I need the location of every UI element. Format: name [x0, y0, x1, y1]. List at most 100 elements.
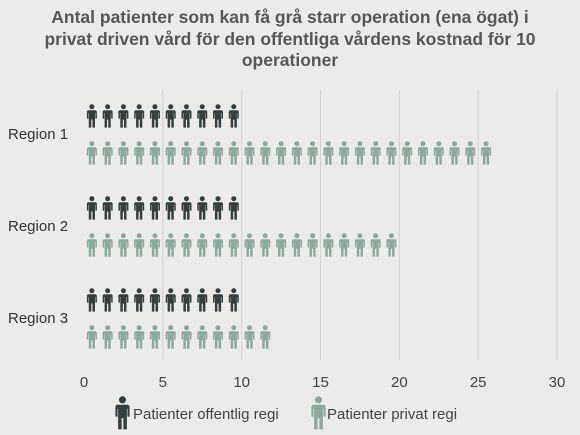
legend-person-icon — [311, 396, 326, 430]
privat-person-icon — [134, 141, 145, 165]
privat-person-icon — [149, 141, 160, 165]
chart-title: Antal patienter som kan få grå starr ope… — [44, 7, 536, 70]
privat-person-icon — [307, 141, 318, 165]
privat-person-icon — [86, 325, 97, 349]
privat-person-icon — [370, 141, 381, 165]
offentlig-person-icon — [102, 288, 113, 312]
privat-person-icon — [386, 233, 397, 257]
privat-person-icon — [197, 141, 208, 165]
privat-person-icon — [102, 141, 113, 165]
privat-person-icon — [291, 233, 302, 257]
legend-label: Patienter privat regi — [327, 406, 457, 423]
offentlig-person-icon — [228, 104, 239, 128]
offentlig-person-icon — [102, 196, 113, 220]
privat-person-icon — [260, 325, 271, 349]
offentlig-person-icon — [197, 288, 208, 312]
privat-person-icon — [339, 141, 350, 165]
offentlig-person-icon — [118, 196, 129, 220]
privat-person-icon — [481, 141, 492, 165]
privat-person-icon — [354, 233, 365, 257]
offentlig-person-icon — [165, 104, 176, 128]
privat-person-icon — [118, 233, 129, 257]
privat-person-icon — [276, 325, 284, 349]
privat-person-icon — [213, 325, 224, 349]
privat-person-icon — [244, 141, 255, 165]
offentlig-person-icon — [86, 104, 97, 128]
legend-person-icon — [115, 396, 130, 430]
offentlig-person-icon — [181, 196, 192, 220]
privat-person-icon — [102, 233, 113, 257]
x-tick-label: 25 — [470, 374, 487, 391]
offentlig-person-icon — [197, 104, 208, 128]
privat-person-icon — [181, 325, 192, 349]
category-label: Region 2 — [8, 218, 68, 235]
offentlig-person-icon — [165, 288, 176, 312]
privat-person-icon — [102, 325, 113, 349]
offentlig-person-icon — [102, 104, 113, 128]
offentlig-person-icon — [149, 288, 160, 312]
privat-person-icon — [165, 141, 176, 165]
privat-person-icon — [244, 325, 255, 349]
offentlig-person-icon — [134, 104, 145, 128]
privat-person-icon — [197, 233, 208, 257]
offentlig-person-icon — [134, 288, 145, 312]
x-tick-label: 15 — [312, 374, 329, 391]
category-label: Region 1 — [8, 126, 68, 143]
privat-person-icon — [228, 141, 239, 165]
privat-person-icon — [181, 141, 192, 165]
privat-person-icon — [197, 325, 208, 349]
offentlig-person-icon — [181, 104, 192, 128]
offentlig-person-icon — [197, 196, 208, 220]
offentlig-person-icon — [181, 288, 192, 312]
offentlig-person-icon — [165, 196, 176, 220]
privat-person-icon — [276, 233, 287, 257]
privat-person-icon — [323, 141, 334, 165]
legend-item: Patienter privat regi — [311, 396, 457, 430]
privat-person-icon — [291, 141, 302, 165]
privat-person-icon — [181, 233, 192, 257]
x-tick-label: 30 — [549, 374, 566, 391]
legend-item: Patienter offentlig regi — [115, 396, 279, 430]
privat-person-icon — [134, 325, 145, 349]
privat-person-icon — [213, 141, 224, 165]
privat-person-icon — [339, 233, 350, 257]
offentlig-person-icon — [118, 288, 129, 312]
privat-person-icon — [86, 141, 97, 165]
offentlig-person-icon — [213, 104, 224, 128]
privat-person-icon — [417, 141, 428, 165]
x-tick-label: 0 — [80, 374, 88, 391]
category-label: Region 3 — [8, 310, 68, 327]
privat-person-icon — [118, 325, 129, 349]
privat-person-icon — [228, 325, 239, 349]
privat-person-icon — [213, 233, 224, 257]
offentlig-person-icon — [118, 104, 129, 128]
privat-person-icon — [149, 325, 160, 349]
privat-person-icon — [118, 141, 129, 165]
offentlig-person-icon — [134, 196, 145, 220]
x-tick-label: 20 — [391, 374, 408, 391]
privat-person-icon — [433, 141, 444, 165]
offentlig-person-icon — [149, 196, 160, 220]
offentlig-person-icon — [86, 196, 97, 220]
privat-person-icon — [260, 233, 271, 257]
privat-person-icon — [323, 233, 334, 257]
x-tick-label: 10 — [233, 374, 250, 391]
privat-person-icon — [149, 233, 160, 257]
offentlig-person-icon — [213, 196, 224, 220]
privat-person-icon — [449, 141, 460, 165]
privat-person-icon — [307, 233, 318, 257]
offentlig-person-icon — [86, 288, 97, 312]
privat-person-icon — [386, 141, 397, 165]
privat-person-icon — [165, 325, 176, 349]
offentlig-person-icon — [213, 288, 224, 312]
privat-person-icon — [228, 233, 239, 257]
privat-person-icon — [134, 233, 145, 257]
privat-person-icon — [260, 141, 271, 165]
privat-person-icon — [165, 233, 176, 257]
x-tick-label: 5 — [159, 374, 167, 391]
privat-person-icon — [496, 141, 506, 165]
privat-person-icon — [276, 141, 287, 165]
privat-person-icon — [465, 141, 476, 165]
offentlig-person-icon — [228, 196, 239, 220]
